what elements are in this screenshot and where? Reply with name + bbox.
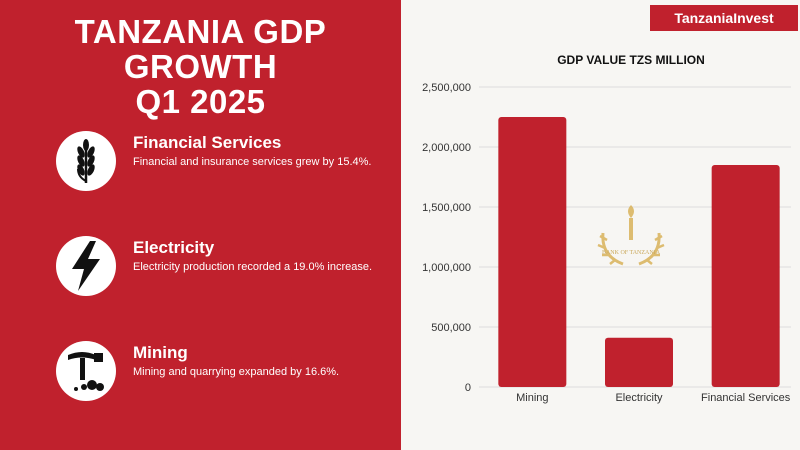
y-tick-label: 2,500,000 [422, 82, 471, 94]
y-tick-label: 500,000 [431, 322, 471, 334]
chart-bars [498, 117, 780, 387]
sector-item-financial-services: Financial Services Financial and insuran… [56, 131, 396, 193]
bar-mining [498, 117, 567, 387]
title-line-3: Q1 2025 [135, 83, 266, 120]
y-tick-label: 1,000,000 [422, 262, 471, 274]
y-tick-label: 0 [465, 382, 471, 394]
brand-logo[interactable]: TanzaniaInvest [650, 5, 798, 31]
title-line-1: TANZANIA GDP [74, 13, 327, 50]
sector-item-electricity: Electricity Electricity production recor… [56, 236, 396, 298]
sector-name: Financial Services [133, 133, 282, 152]
bar-financial-services [711, 165, 780, 387]
sector-item-mining: Mining Mining and quarrying expanded by … [56, 341, 396, 403]
chart-title: GDP VALUE TZS MILLION [557, 53, 705, 67]
sector-name: Mining [133, 343, 188, 362]
chart-x-labels: Mining Electricity Financial Services [516, 392, 791, 404]
pickaxe-icon [56, 341, 116, 401]
wheat-icon [56, 131, 116, 191]
watermark-text: BANK OF TANZANIA [602, 250, 661, 256]
bar-electricity [605, 337, 673, 387]
y-tick-label: 1,500,000 [422, 202, 471, 214]
title-line-2: GROWTH [123, 48, 278, 85]
sector-name: Electricity [133, 238, 215, 257]
sector-description: Financial and insurance services grew by… [133, 156, 372, 168]
sector-description: Electricity production recorded a 19.0% … [133, 261, 373, 273]
sector-description: Mining and quarrying expanded by 16.6%. [133, 366, 340, 378]
x-tick-label: Electricity [615, 392, 663, 404]
x-tick-label: Financial Services [701, 392, 791, 404]
y-tick-label: 2,000,000 [422, 142, 471, 154]
bank-seal-watermark: BANK OF TANZANIA [597, 205, 665, 266]
gdp-bar-chart: GDP VALUE TZS MILLION 0 500,000 1,000,000 1… [422, 53, 791, 404]
left-panel: TANZANIA GDP GROWTH Q1 2025 Financial Se… [0, 0, 401, 450]
lightning-bolt-icon [56, 236, 116, 296]
x-tick-label: Mining [516, 392, 548, 404]
page-title: TANZANIA GDP GROWTH Q1 2025 [0, 14, 401, 119]
